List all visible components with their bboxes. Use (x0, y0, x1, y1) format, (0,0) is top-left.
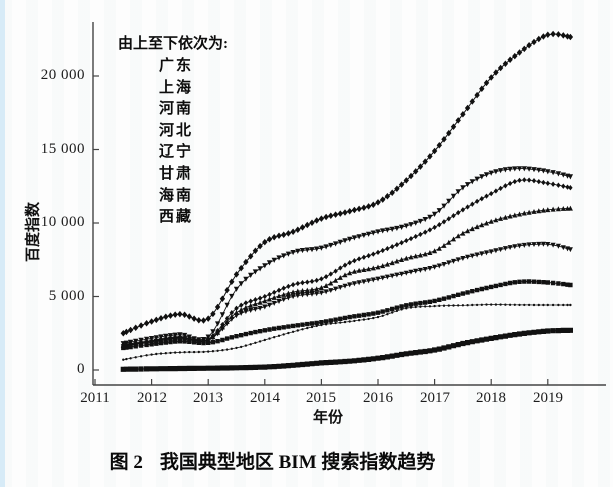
chart-canvas (92, 22, 606, 386)
series-markers-xizang (120, 327, 573, 372)
series-markers-hainan (122, 303, 572, 361)
legend-title: 由上至下依次为: (118, 36, 228, 52)
series-liaoning (120, 241, 573, 350)
caption-title: 我国典型地区 BIM 搜索指数趋势 (159, 452, 436, 473)
chart-legend: 由上至下依次为: 广东 上海 河南 河北 辽宁 甘肃 海南 西藏 (118, 32, 238, 229)
series-hainan (122, 303, 572, 361)
legend-item-gansu: 甘肃 (158, 165, 193, 182)
legend-item-shanghai: 上海 (158, 79, 193, 96)
series-markers-gansu (121, 279, 573, 351)
series-markers-liaoning (120, 241, 573, 350)
legend-item-guangdong: 广东 (158, 58, 193, 74)
x-tick-label: 2011 (80, 390, 110, 406)
figure-caption: 图 2 我国典型地区 BIM 搜索指数趋势 (0, 447, 545, 474)
x-tick-label: 2014 (250, 390, 280, 406)
caption-label: 图 2 (109, 452, 143, 473)
legend-item-henan: 河南 (158, 101, 193, 118)
series-guangdong (120, 30, 574, 337)
series-line-hainan (123, 304, 571, 361)
x-tick-label: 2015 (306, 390, 336, 406)
series-markers-hebei (120, 205, 573, 348)
x-tick-label: 2019 (533, 390, 563, 406)
y-axis-title: 百度指数 (25, 201, 42, 263)
legend-item-liaoning: 辽宁 (158, 144, 193, 161)
y-tick-label: 15 000 (40, 141, 85, 157)
legend-items: 广东 上海 河南 河北 辽宁 甘肃 海南 西藏 (118, 56, 234, 229)
y-tick-label: 5 000 (48, 288, 85, 304)
legend-item-xizang: 西藏 (158, 209, 193, 226)
x-tick-label: 2016 (363, 390, 393, 406)
y-tick-label: 20 000 (40, 67, 85, 83)
axes (92, 22, 606, 386)
y-tick-label: 10 000 (40, 214, 85, 230)
x-tick-label: 2012 (137, 390, 167, 406)
chart-area: 0 5 000 10 000 15 000 20 000 2011 2012 2… (25, 22, 606, 426)
x-tick-label: 2017 (420, 390, 450, 406)
legend-item-hebei: 河北 (158, 122, 193, 139)
legend-item-hainan: 海南 (158, 187, 193, 204)
x-tick-label: 2013 (193, 390, 223, 406)
x-tick-label: 2018 (476, 390, 506, 406)
x-axis-title: 年份 (312, 410, 343, 426)
y-tick-label: 0 (77, 361, 85, 377)
series-xizang (120, 327, 573, 372)
series-line-liaoning (123, 243, 571, 347)
left-accent-strip (0, 0, 5, 487)
series-gansu (121, 279, 573, 351)
